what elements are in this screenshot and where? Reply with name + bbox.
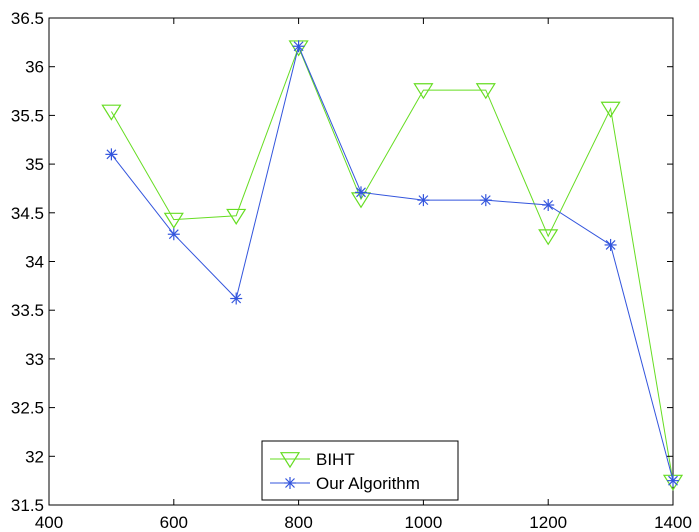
data-point xyxy=(600,101,621,118)
data-point xyxy=(479,194,492,207)
legend-label: BIHT xyxy=(316,450,355,469)
x-tick-label: 1400 xyxy=(654,513,692,532)
data-point xyxy=(101,104,122,121)
series-layer xyxy=(101,40,684,491)
plot-area xyxy=(48,17,674,506)
y-tick-label: 32 xyxy=(25,447,44,466)
y-tick-label: 35 xyxy=(25,155,44,174)
legend-marker xyxy=(279,452,301,469)
data-point xyxy=(163,212,184,229)
x-tick-label: 600 xyxy=(160,513,188,532)
legend-box xyxy=(261,440,459,501)
axes-layer: 400 600 800 1000 1200 1400 31.5 32 32.5 33 33.5 34 3… xyxy=(11,9,692,532)
x-tick-label: 400 xyxy=(35,513,63,532)
x-tick-label: 800 xyxy=(284,513,312,532)
data-point xyxy=(105,148,118,161)
series-line xyxy=(111,44,674,481)
data-point xyxy=(230,292,243,305)
y-tick-label: 33 xyxy=(25,350,44,369)
x-tick-label: 1000 xyxy=(404,513,442,532)
data-point xyxy=(167,228,180,241)
y-tick-label: 34 xyxy=(25,253,44,272)
y-tick-label: 36 xyxy=(25,58,44,77)
legend: BIHT Our Algorithm xyxy=(261,440,459,501)
legend-marker xyxy=(284,477,296,489)
y-tick-label: 32.5 xyxy=(11,399,44,418)
data-point xyxy=(292,40,305,53)
data-point xyxy=(413,83,434,100)
data-point xyxy=(475,83,496,100)
series-our-algorithm xyxy=(105,40,679,487)
data-point xyxy=(542,199,555,212)
legend-label: Our Algorithm xyxy=(316,474,420,493)
series-line xyxy=(110,45,674,482)
x-tick-label: 1200 xyxy=(529,513,567,532)
y-tick-label: 34.5 xyxy=(11,204,44,223)
y-tick-label: 31.5 xyxy=(11,496,44,515)
data-point xyxy=(417,194,430,207)
plot-frame xyxy=(48,17,674,506)
data-point xyxy=(226,208,247,225)
data-point xyxy=(667,474,679,487)
data-point xyxy=(604,238,617,251)
y-tick-label: 35.5 xyxy=(11,106,44,125)
data-point xyxy=(538,229,559,246)
y-tick-label: 33.5 xyxy=(11,301,44,320)
data-point xyxy=(355,186,367,199)
y-tick-label: 36.5 xyxy=(11,9,44,28)
